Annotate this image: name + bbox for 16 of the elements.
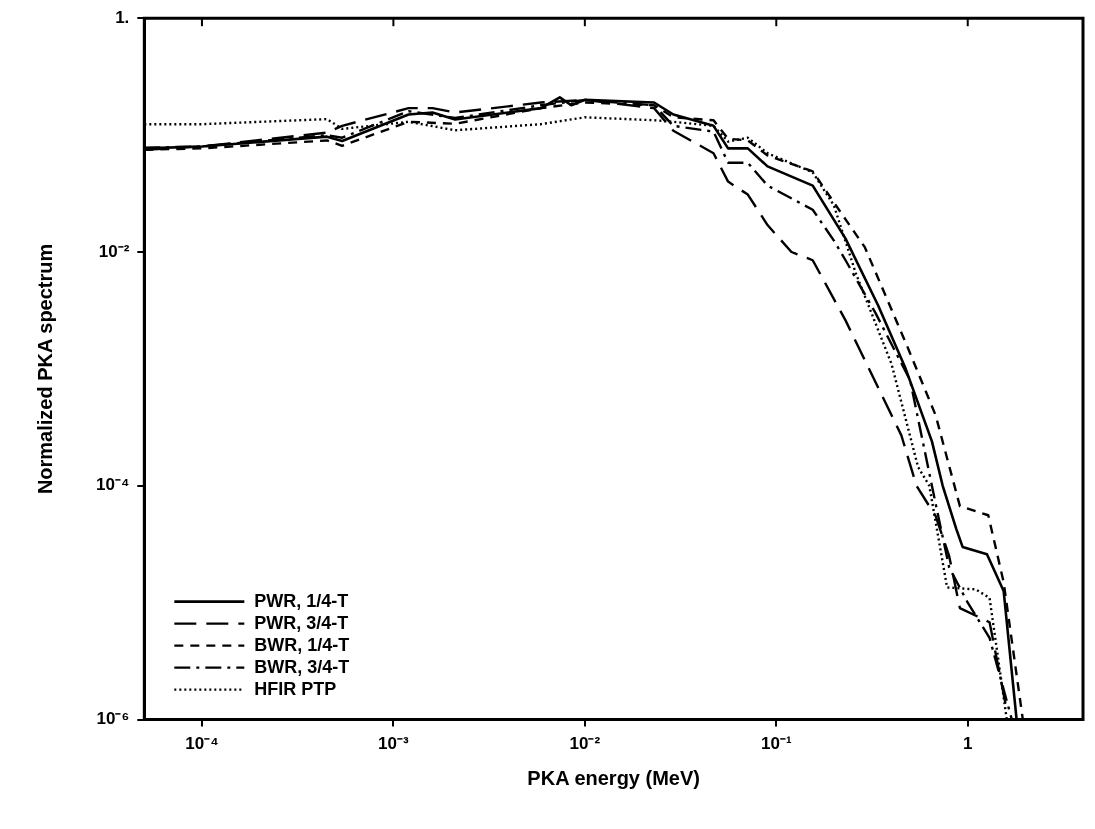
x-tick-label: 10⁻¹: [761, 734, 792, 754]
legend-label: HFIR PTP: [254, 678, 337, 699]
legend-label: BWR, 3/4-T: [254, 656, 350, 677]
x-tick-label: 10⁻³: [378, 734, 410, 754]
y-tick-label: 10⁻²: [98, 241, 130, 261]
x-axis-title: PKA energy (MeV): [527, 766, 700, 789]
x-tick-label: 10⁻²: [569, 734, 601, 754]
y-tick-label: 10⁻⁶: [96, 709, 130, 729]
y-tick-label: 1.: [115, 7, 130, 27]
legend-label: BWR, 1/4-T: [254, 634, 350, 655]
x-tick-label: 10⁻⁴: [185, 734, 219, 754]
legend-label: PWR, 1/4-T: [254, 590, 349, 611]
legend-label: PWR, 3/4-T: [254, 612, 349, 633]
y-tick-label: 10⁻⁴: [95, 475, 130, 495]
x-tick-label: 1: [963, 734, 973, 754]
y-axis-title: Normalized PKA spectrum: [33, 243, 56, 495]
